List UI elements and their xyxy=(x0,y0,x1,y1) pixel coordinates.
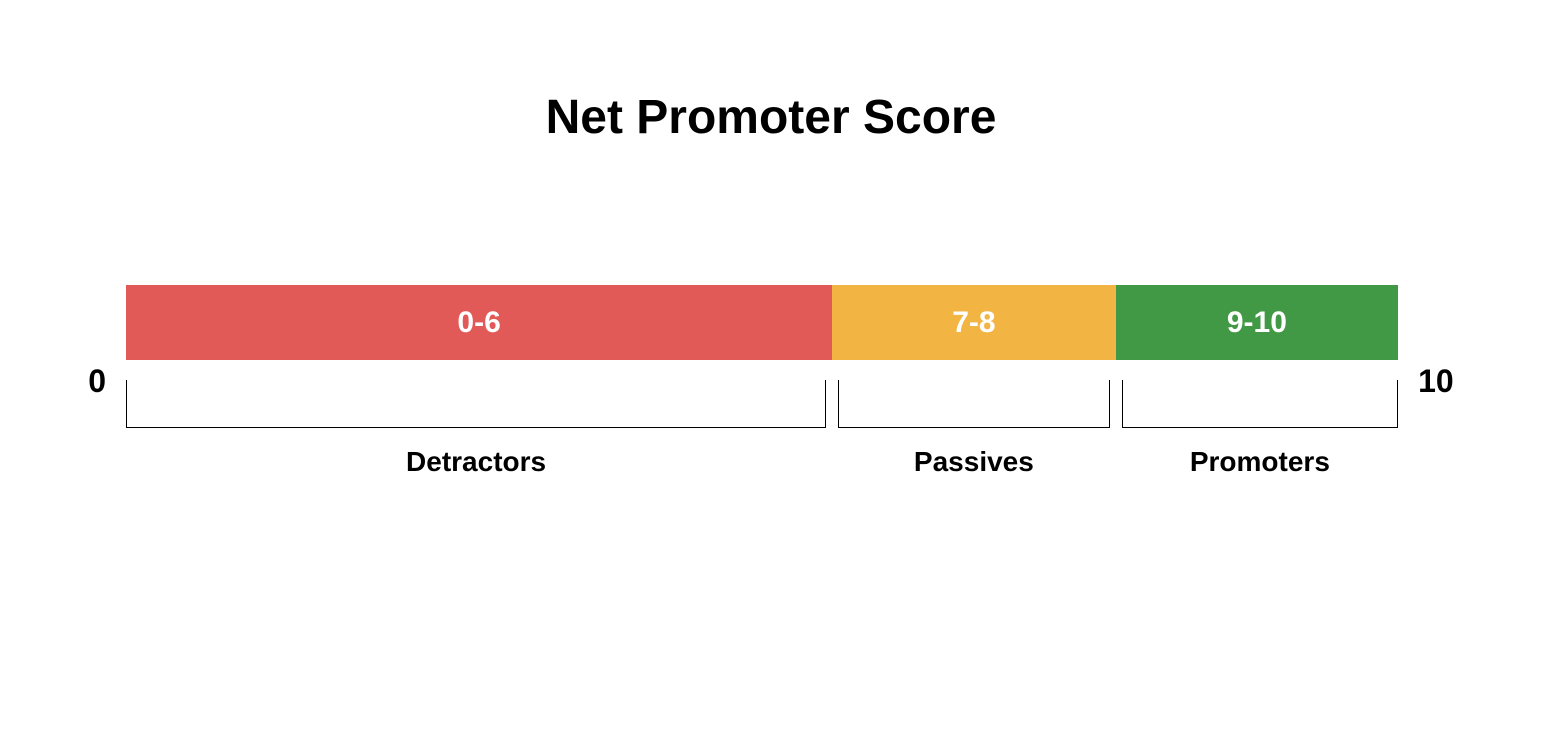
bracket-promoters-shape xyxy=(1122,380,1398,428)
bracket-detractors: Detractors xyxy=(126,380,832,478)
axis-min-label: 0 xyxy=(88,363,106,400)
segment-passives-label: 7-8 xyxy=(952,306,995,340)
chart-row: 0 0-6 7-8 9-10 Detractors xyxy=(0,285,1542,478)
segment-detractors-label: 0-6 xyxy=(457,306,500,340)
bracket-passives: Passives xyxy=(832,380,1116,478)
axis-max-label: 10 xyxy=(1418,363,1454,400)
segment-promoters: 9-10 xyxy=(1116,285,1398,360)
nps-bar: 0-6 7-8 9-10 xyxy=(126,285,1398,360)
brackets-row: Detractors Passives Promoters xyxy=(126,380,1398,478)
segment-detractors: 0-6 xyxy=(126,285,832,360)
bracket-passives-shape xyxy=(838,380,1110,428)
segment-promoters-label: 9-10 xyxy=(1227,306,1287,340)
bar-wrapper: 0-6 7-8 9-10 Detractors Passives xyxy=(126,285,1398,478)
bracket-detractors-label: Detractors xyxy=(406,446,546,478)
bracket-promoters: Promoters xyxy=(1116,380,1398,478)
bracket-passives-label: Passives xyxy=(914,446,1034,478)
bracket-promoters-label: Promoters xyxy=(1190,446,1330,478)
segment-passives: 7-8 xyxy=(832,285,1116,360)
nps-diagram: Net Promoter Score 0 0-6 7-8 9-10 Detrac… xyxy=(0,0,1542,478)
bracket-detractors-shape xyxy=(126,380,826,428)
chart-title: Net Promoter Score xyxy=(0,90,1542,145)
